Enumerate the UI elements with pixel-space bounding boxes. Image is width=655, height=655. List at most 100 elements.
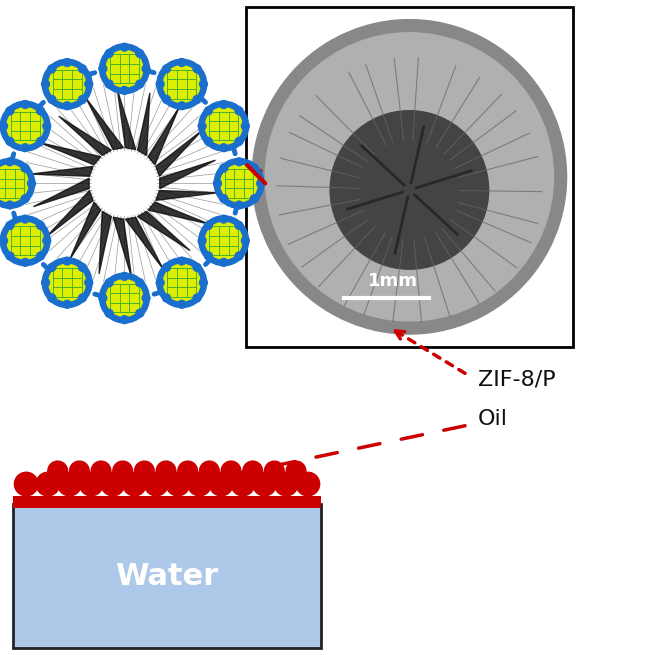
- Polygon shape: [47, 191, 93, 236]
- Polygon shape: [86, 98, 124, 149]
- Circle shape: [64, 102, 71, 109]
- Circle shape: [206, 223, 242, 259]
- Circle shape: [166, 472, 190, 496]
- Circle shape: [220, 164, 228, 172]
- Circle shape: [43, 59, 92, 109]
- Text: 1mm: 1mm: [368, 272, 418, 290]
- Circle shape: [48, 96, 56, 103]
- Circle shape: [243, 461, 263, 481]
- Circle shape: [121, 272, 128, 280]
- Text: Water: Water: [115, 562, 219, 591]
- Circle shape: [252, 20, 567, 334]
- Circle shape: [105, 50, 113, 58]
- Circle shape: [43, 236, 50, 244]
- Polygon shape: [138, 212, 190, 251]
- Circle shape: [220, 259, 228, 267]
- Circle shape: [136, 279, 143, 287]
- Circle shape: [200, 80, 208, 88]
- Circle shape: [6, 201, 14, 209]
- Polygon shape: [148, 107, 179, 164]
- Circle shape: [0, 122, 7, 130]
- Polygon shape: [156, 130, 202, 176]
- Circle shape: [231, 472, 255, 496]
- Circle shape: [214, 159, 264, 208]
- Circle shape: [235, 138, 243, 145]
- Circle shape: [6, 107, 14, 115]
- Circle shape: [214, 179, 221, 187]
- Circle shape: [100, 44, 149, 94]
- Circle shape: [14, 472, 38, 496]
- Circle shape: [79, 263, 86, 271]
- Circle shape: [144, 472, 168, 496]
- Circle shape: [69, 461, 89, 481]
- Circle shape: [64, 257, 71, 265]
- Circle shape: [0, 159, 35, 208]
- Text: Oil: Oil: [478, 409, 508, 429]
- Circle shape: [163, 265, 200, 301]
- Circle shape: [220, 144, 228, 152]
- Circle shape: [28, 179, 35, 187]
- Polygon shape: [160, 160, 215, 189]
- Circle shape: [99, 65, 107, 73]
- Circle shape: [21, 215, 29, 223]
- Circle shape: [105, 309, 113, 317]
- Circle shape: [121, 43, 128, 51]
- Circle shape: [199, 279, 207, 287]
- Circle shape: [48, 294, 56, 302]
- Circle shape: [157, 59, 207, 109]
- Circle shape: [136, 309, 143, 317]
- Circle shape: [37, 107, 45, 115]
- Circle shape: [274, 472, 298, 496]
- Circle shape: [6, 138, 14, 145]
- Circle shape: [235, 201, 243, 209]
- Circle shape: [105, 80, 113, 88]
- Circle shape: [79, 65, 86, 73]
- Circle shape: [178, 58, 186, 66]
- Circle shape: [136, 80, 143, 88]
- Circle shape: [113, 461, 132, 481]
- Circle shape: [121, 86, 128, 94]
- Circle shape: [21, 144, 29, 152]
- Polygon shape: [40, 143, 101, 164]
- Circle shape: [235, 158, 243, 166]
- Circle shape: [250, 164, 258, 172]
- Circle shape: [48, 461, 67, 481]
- Circle shape: [235, 107, 243, 115]
- Circle shape: [43, 122, 50, 130]
- Circle shape: [64, 58, 71, 66]
- Polygon shape: [117, 90, 136, 149]
- Circle shape: [164, 66, 200, 102]
- Circle shape: [204, 252, 212, 260]
- Circle shape: [157, 80, 164, 88]
- Circle shape: [136, 50, 143, 58]
- Circle shape: [79, 472, 103, 496]
- Circle shape: [58, 472, 81, 496]
- Polygon shape: [138, 93, 150, 155]
- Circle shape: [43, 258, 92, 308]
- Circle shape: [21, 258, 29, 266]
- Circle shape: [235, 252, 243, 260]
- Circle shape: [204, 107, 212, 115]
- Circle shape: [162, 294, 170, 302]
- Circle shape: [49, 66, 86, 102]
- Circle shape: [6, 158, 14, 166]
- Circle shape: [178, 301, 185, 309]
- Circle shape: [64, 301, 71, 309]
- Circle shape: [220, 215, 228, 223]
- Circle shape: [220, 195, 228, 202]
- Circle shape: [37, 221, 45, 229]
- Circle shape: [48, 263, 56, 271]
- Circle shape: [250, 195, 258, 202]
- Circle shape: [48, 65, 56, 73]
- Circle shape: [296, 472, 320, 496]
- Circle shape: [200, 461, 219, 481]
- Circle shape: [36, 472, 60, 496]
- Circle shape: [7, 107, 43, 144]
- Polygon shape: [59, 116, 111, 155]
- Polygon shape: [69, 202, 101, 260]
- Circle shape: [178, 102, 186, 109]
- Circle shape: [0, 236, 7, 244]
- Circle shape: [235, 221, 243, 229]
- Polygon shape: [31, 166, 93, 176]
- Circle shape: [142, 65, 150, 73]
